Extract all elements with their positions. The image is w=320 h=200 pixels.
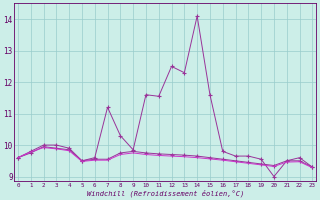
X-axis label: Windchill (Refroidissement éolien,°C): Windchill (Refroidissement éolien,°C) (86, 189, 244, 197)
